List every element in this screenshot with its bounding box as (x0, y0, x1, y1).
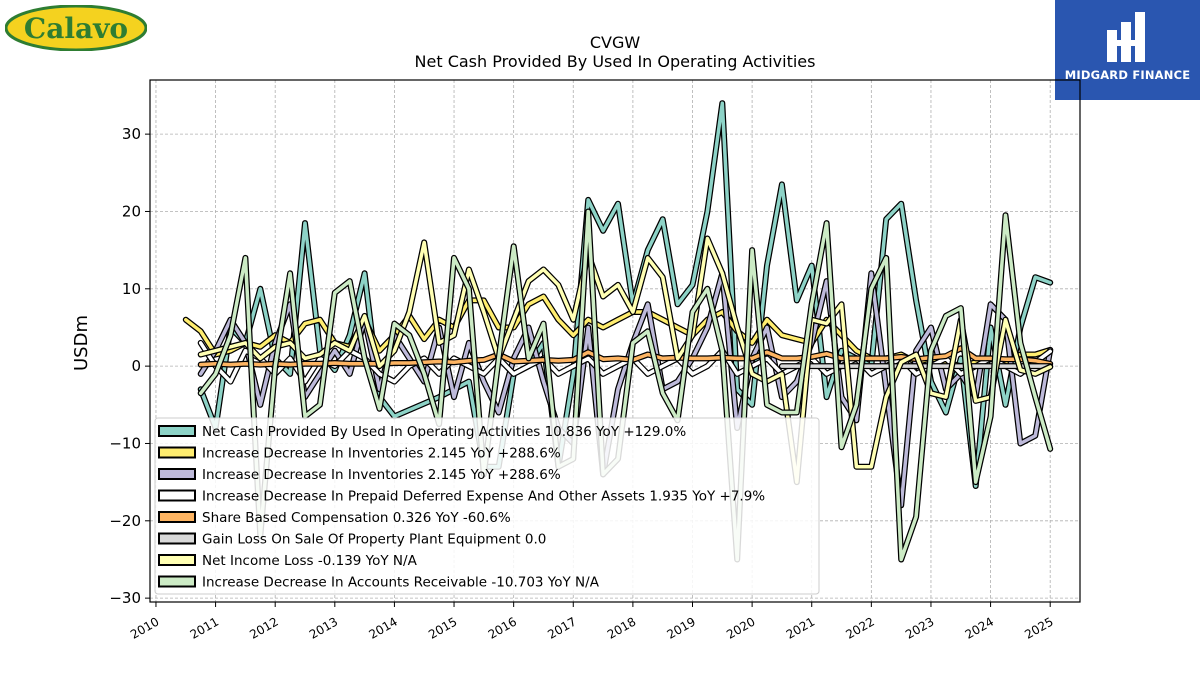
legend-swatch (158, 575, 196, 588)
x-tick-label: 2012 (247, 614, 280, 641)
legend-label: Increase Decrease In Inventories 2.145 Y… (202, 467, 561, 483)
y-tick-label: −10 (109, 434, 141, 452)
x-tick-label: 2014 (366, 614, 399, 641)
y-tick-label: 10 (122, 280, 141, 298)
calavo-logo-text: Calavo (24, 12, 128, 45)
x-tick-label: 2011 (188, 614, 221, 641)
legend-label: Net Cash Provided By Used In Operating A… (202, 424, 686, 440)
plot-frame (149, 79, 1081, 603)
legend-swatch (158, 511, 196, 523)
x-tick-label: 2024 (963, 614, 996, 641)
series-7 (197, 208, 1054, 563)
legend-label: Share Based Compensation 0.326 YoY -60.6… (202, 510, 511, 526)
legend-swatch (158, 489, 196, 502)
x-tick-label: 2020 (724, 614, 757, 641)
x-tick-label: 2013 (307, 614, 340, 641)
chart-subtitle: Net Cash Provided By Used In Operating A… (415, 52, 816, 71)
x-tick-label: 2018 (605, 614, 638, 641)
calavo-logo: Calavo (4, 4, 148, 52)
y-axis-label: USDm (71, 315, 92, 371)
x-tick-label: 2025 (1022, 614, 1055, 641)
legend-swatch (158, 468, 196, 480)
x-tick-label: 2016 (486, 614, 519, 641)
legend-swatch (158, 532, 196, 545)
series-line (198, 209, 1052, 562)
x-tick-label: 2015 (426, 614, 459, 641)
series-group (182, 100, 1054, 563)
legend-label: Gain Loss On Sale Of Property Plant Equi… (202, 532, 546, 548)
legend-label: Increase Decrease In Prepaid Deferred Ex… (202, 489, 765, 505)
legend-swatch (158, 554, 196, 566)
y-tick-label: −20 (109, 512, 141, 530)
legend: Net Cash Provided By Used In Operating A… (154, 417, 820, 595)
x-tick-label: 2021 (784, 614, 817, 641)
midgard-logo-mark (1107, 12, 1145, 62)
legend-label: Increase Decrease In Inventories 2.145 Y… (202, 446, 561, 462)
legend-swatch (158, 425, 196, 437)
y-tick-label: −30 (109, 589, 141, 607)
chart-title: CVGW (590, 33, 641, 52)
series-line (198, 236, 1052, 484)
midgard-logo-text: MIDGARD FINANCE (1064, 68, 1191, 82)
x-tick-label: 2010 (128, 614, 161, 641)
y-tick-label: 30 (122, 125, 141, 143)
x-tick-label: 2019 (665, 614, 698, 641)
y-tick-label: 0 (131, 357, 141, 375)
x-tick-label: 2023 (903, 614, 936, 641)
legend-label: Increase Decrease In Accounts Receivable… (202, 575, 600, 591)
midgard-finance-logo: MIDGARD FINANCE (1055, 0, 1200, 100)
x-tick-label: 2017 (545, 614, 578, 641)
legend-box (154, 417, 820, 595)
x-tick-label: 2022 (843, 614, 876, 641)
y-tick-label: 20 (122, 202, 141, 220)
legend-label: Net Income Loss -0.139 YoY N/A (202, 553, 418, 569)
calavo-logo-graphic: Calavo (4, 4, 148, 52)
legend-swatch (158, 446, 196, 459)
series-6 (197, 235, 1054, 486)
